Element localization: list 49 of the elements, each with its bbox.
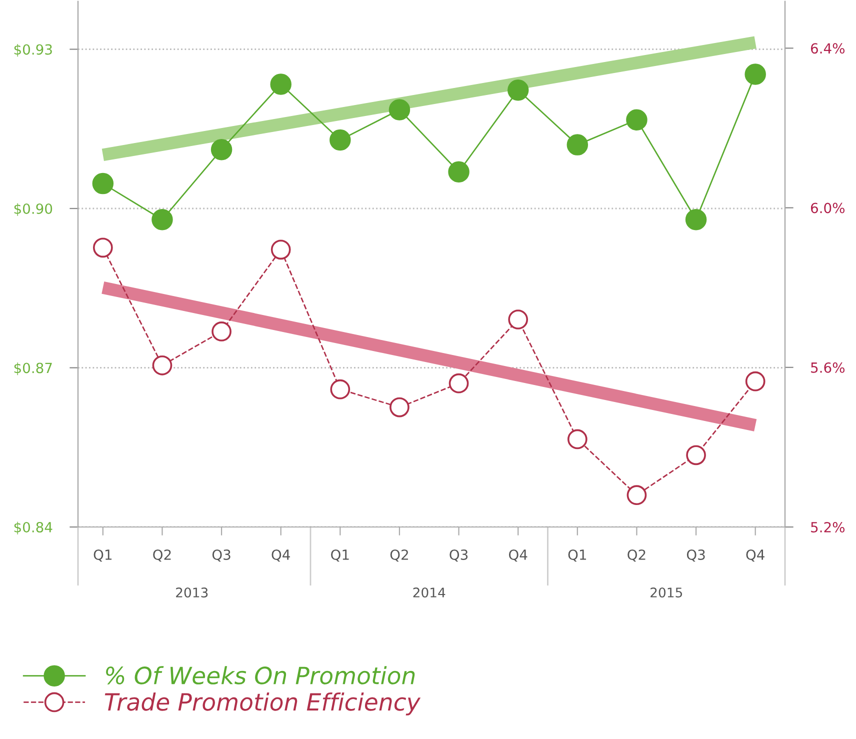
- x-tick-label: Q1: [331, 549, 349, 562]
- text: 2015: [650, 588, 682, 598]
- x-tick-label: Q3: [212, 549, 230, 562]
- x-tick-label: Q2: [628, 549, 646, 562]
- x-tick-label: Q4: [508, 549, 528, 562]
- y-tick-label: $0.90: [14, 203, 52, 216]
- x-tick-label: Q2: [153, 549, 171, 562]
- x-tick-label: Q4: [746, 549, 764, 562]
- text: 2013: [176, 588, 208, 598]
- point: [507, 80, 529, 101]
- point: [270, 74, 292, 95]
- point: [388, 99, 410, 120]
- point: [212, 322, 232, 342]
- point: [685, 209, 707, 230]
- point: [330, 379, 350, 400]
- y2-tick-label: 5.2%: [811, 522, 845, 532]
- point: [626, 109, 648, 130]
- point: [566, 134, 588, 156]
- point: [745, 371, 766, 392]
- x-tick-label: Q2: [390, 549, 408, 562]
- x-tick-label: Q3: [686, 549, 705, 562]
- point: [210, 138, 232, 160]
- point: [508, 310, 528, 330]
- point: [744, 64, 766, 85]
- x-tick-label: Q1: [94, 549, 112, 562]
- y2-tick-label: 5.6%: [811, 362, 845, 373]
- y2-tick-label: 6.0%: [810, 202, 845, 214]
- y2-tick-label: 6.4%: [810, 43, 845, 54]
- point: [448, 373, 469, 394]
- point: [686, 445, 706, 466]
- point: [448, 161, 470, 182]
- point: [152, 209, 173, 230]
- point: [92, 238, 113, 258]
- point: [390, 397, 410, 418]
- point: [567, 429, 588, 450]
- point: [152, 355, 172, 376]
- legend-label: % Of Weeks On Promotion: [106, 666, 415, 684]
- y-tick-label: $0.93: [14, 44, 52, 57]
- legend-label: Trade Promotion Efficiency: [104, 692, 421, 716]
- x-tick-label: Q4: [272, 549, 290, 562]
- point: [330, 129, 351, 151]
- y-tick-label: $0.87: [14, 362, 52, 376]
- y-tick-label: $0.84: [14, 522, 52, 534]
- point: [626, 485, 647, 506]
- x-tick-label: Q3: [450, 549, 468, 562]
- x-tick-label: Q1: [568, 549, 586, 562]
- point: [270, 240, 291, 260]
- text: 2014: [413, 588, 446, 598]
- point: [92, 172, 114, 194]
